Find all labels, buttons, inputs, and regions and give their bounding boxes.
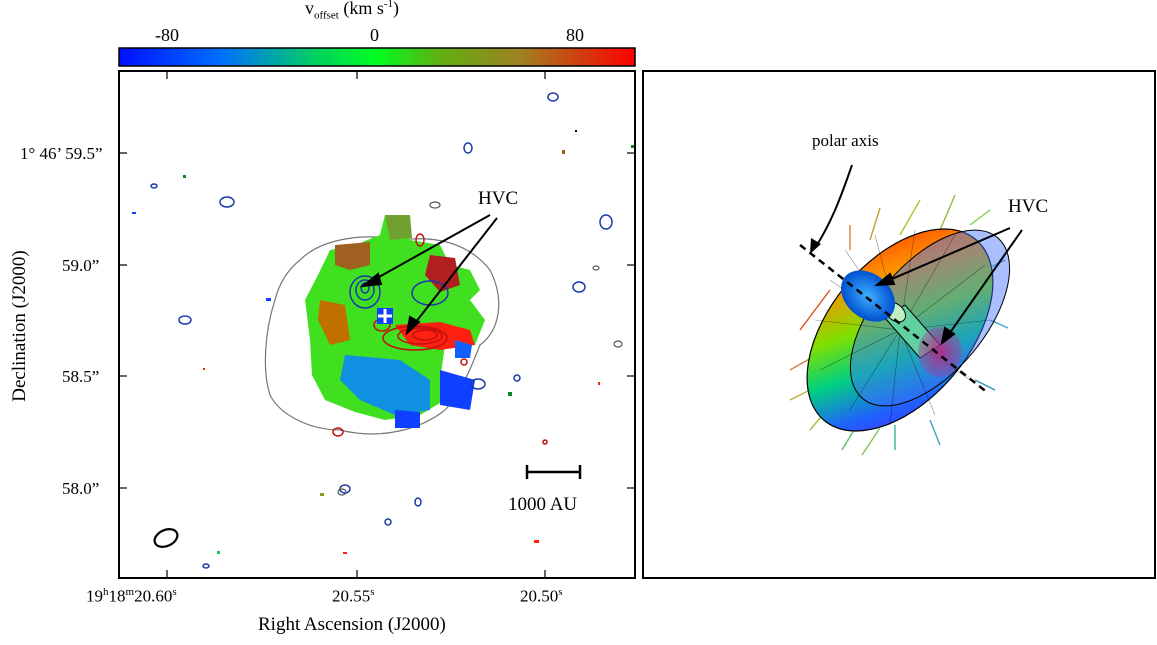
ytick-3: 58.0” [62, 479, 100, 498]
hvc-arrows-right [874, 227, 1023, 346]
beam-ellipse [153, 528, 179, 548]
scalebar [525, 465, 582, 479]
left-panel [118, 70, 636, 579]
colorbar-tick-neg80: -80 [155, 25, 179, 45]
hvc-label-right: HVC [1008, 196, 1049, 217]
source-cross [377, 308, 393, 324]
dust-contour [264, 236, 500, 435]
xtick-1: 20.55s [332, 586, 375, 606]
yaxis-label: Declination (J2000) [9, 250, 30, 402]
xtick-2: 20.50s [520, 586, 563, 606]
ytick-0: 1° 46’ 59.5” [20, 144, 103, 163]
xaxis-label: Right Ascension (J2000) [258, 614, 446, 635]
colorbar-label: voffset (km s-1) [305, 0, 400, 22]
colorbar-tick-0: 0 [370, 25, 379, 45]
xtick-0: 19h18m20.60s [86, 586, 177, 606]
hvc-label-left: HVC [478, 188, 519, 209]
right-panel [642, 70, 1156, 579]
polar-axis-label: polar axis [812, 131, 879, 150]
hvc-arrows-left [359, 214, 498, 336]
red-outflow-lobe [918, 327, 962, 377]
ytick-2: 58.5” [62, 367, 100, 386]
polar-axis-line [799, 244, 989, 394]
polar-axis-arrow [810, 164, 853, 254]
colorbar [118, 47, 636, 67]
scalebar-label: 1000 AU [508, 494, 578, 515]
colorbar-tick-80: 80 [566, 25, 584, 45]
ytick-1: 59.0” [62, 256, 100, 275]
